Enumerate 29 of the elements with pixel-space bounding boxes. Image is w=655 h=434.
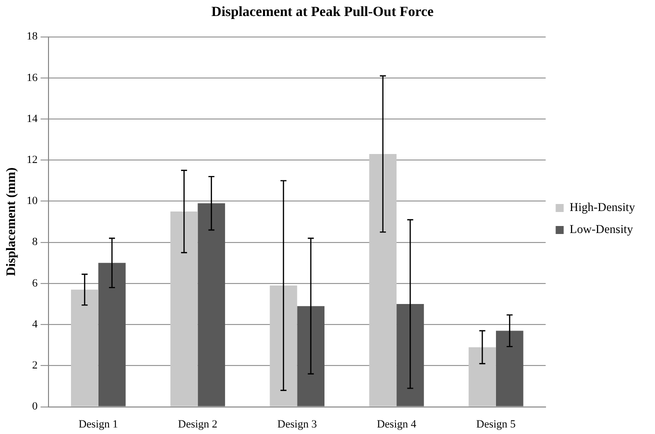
x-tick-label: Design 3	[277, 418, 318, 430]
bar	[496, 330, 524, 406]
y-tick-label: 2	[32, 360, 38, 372]
y-tick-label: 16	[26, 72, 38, 84]
legend-label: Low-Density	[570, 222, 633, 236]
y-tick-label: 0	[32, 400, 38, 413]
x-tick-label: Design 2	[178, 418, 218, 430]
y-tick-label: 12	[26, 154, 38, 166]
y-tick-label: 6	[32, 277, 38, 290]
x-tick-label: Design 1	[78, 418, 118, 430]
chart-title: Displacement at Peak Pull-Out Force	[211, 5, 434, 20]
x-tick-label: Design 4	[376, 418, 417, 430]
y-tick-label: 14	[26, 112, 38, 125]
bar	[468, 347, 496, 406]
y-axis-title: Displacement (mm)	[3, 167, 18, 276]
y-tick-label: 10	[26, 195, 38, 208]
bar	[369, 154, 397, 406]
bar	[396, 304, 424, 406]
bar	[297, 306, 324, 406]
bar	[70, 290, 98, 406]
x-tick-label: Design 5	[476, 418, 516, 430]
legend-label: High-Density	[570, 200, 635, 214]
bar	[98, 262, 126, 406]
bar	[270, 286, 298, 406]
bar	[198, 203, 226, 406]
y-tick-label: 8	[32, 236, 38, 248]
y-tick-label: 4	[32, 318, 38, 330]
bar	[170, 212, 198, 406]
y-tick-label: 18	[26, 30, 38, 43]
